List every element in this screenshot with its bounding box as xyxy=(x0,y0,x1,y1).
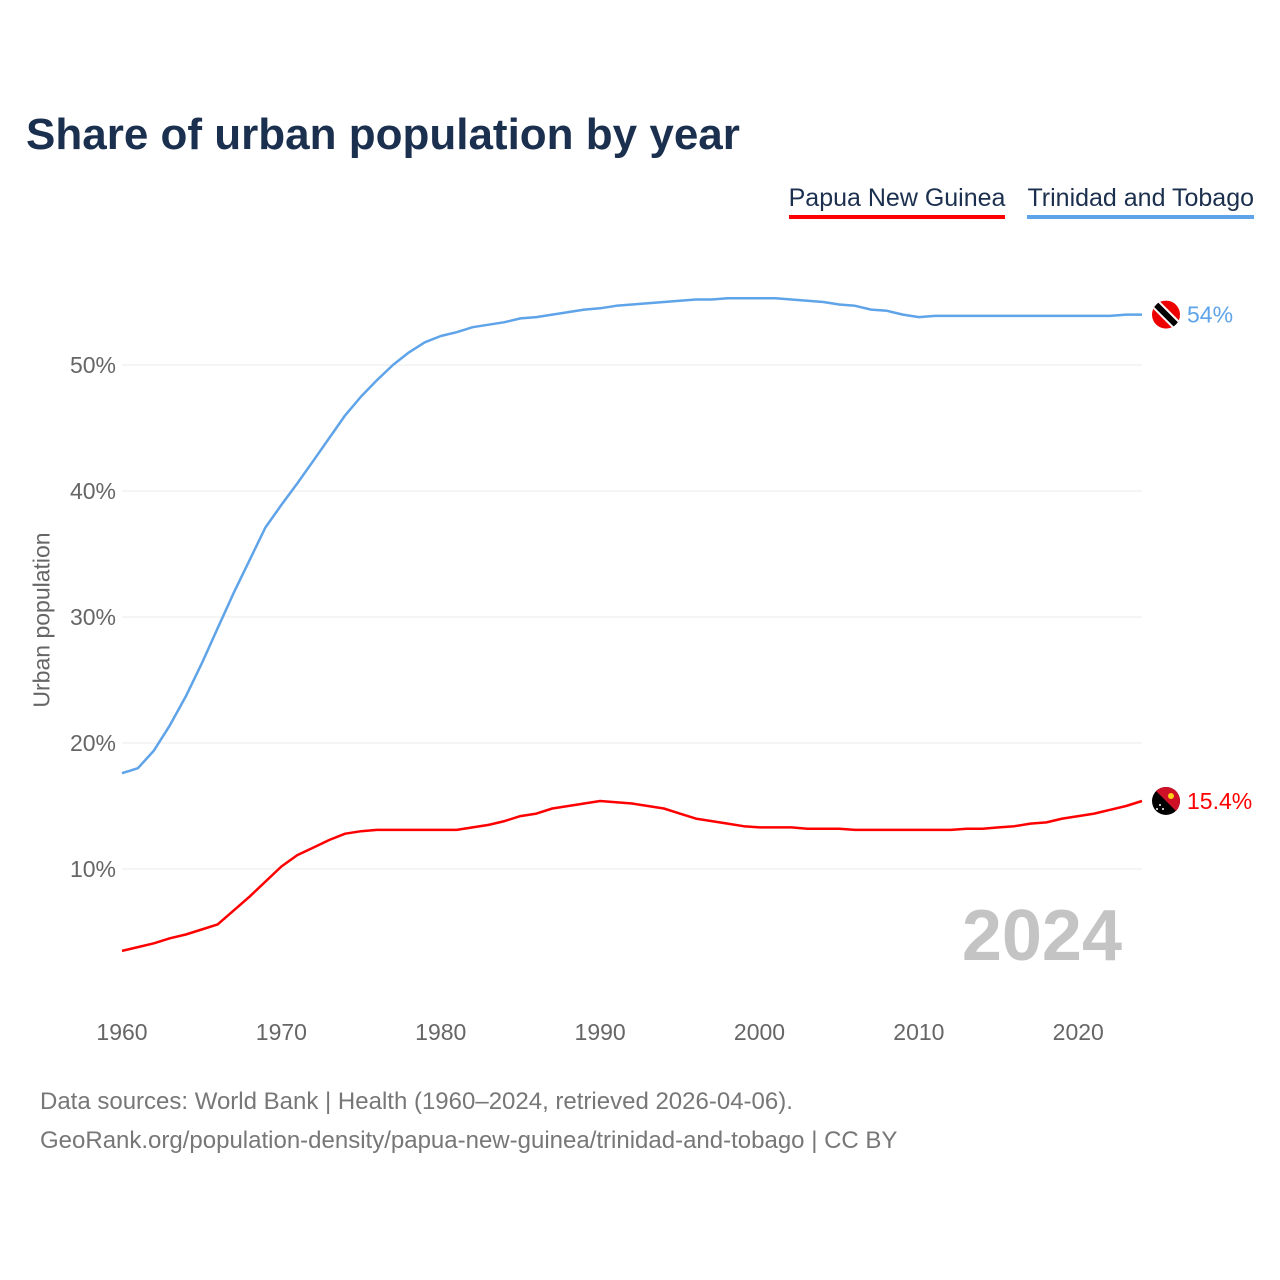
end-value-label: 15.4% xyxy=(1187,788,1252,814)
chart-title: Share of urban population by year xyxy=(26,110,740,159)
y-tick-label: 10% xyxy=(70,856,116,882)
legend-item-papua-new-guinea[interactable]: Papua New Guinea xyxy=(788,184,1006,219)
x-tick-label: 1970 xyxy=(256,1019,307,1045)
papua-new-guinea-flag-icon xyxy=(1152,786,1180,815)
x-tick-label: 2000 xyxy=(734,1019,785,1045)
legend-item-trinidad-and-tobago[interactable]: Trinidad and Tobago xyxy=(1027,184,1254,219)
footer-url: GeoRank.org/population-density/papua-new… xyxy=(40,1127,898,1154)
series-line-papua-new-guinea xyxy=(121,799,1143,953)
x-tick-label: 2020 xyxy=(1053,1019,1104,1045)
x-tick-label: 2010 xyxy=(893,1019,944,1045)
end-value-label: 54% xyxy=(1187,302,1233,328)
y-tick-label: 40% xyxy=(70,478,116,504)
y-tick-label: 50% xyxy=(70,352,116,378)
x-tick-label: 1960 xyxy=(96,1019,147,1045)
series-line-trinidad-and-tobago xyxy=(121,296,1142,775)
trinidad-and-tobago-flag-icon xyxy=(1152,300,1180,329)
x-tick-label: 1990 xyxy=(575,1019,626,1045)
y-tick-label: 30% xyxy=(70,604,116,630)
year-annotation: 2024 xyxy=(961,896,1122,976)
y-tick-label: 20% xyxy=(70,730,116,756)
footer-sources: Data sources: World Bank | Health (1960–… xyxy=(40,1088,793,1115)
x-tick-label: 1980 xyxy=(415,1019,466,1045)
legend: Papua New Guinea Trinidad and Tobago xyxy=(788,184,1254,219)
